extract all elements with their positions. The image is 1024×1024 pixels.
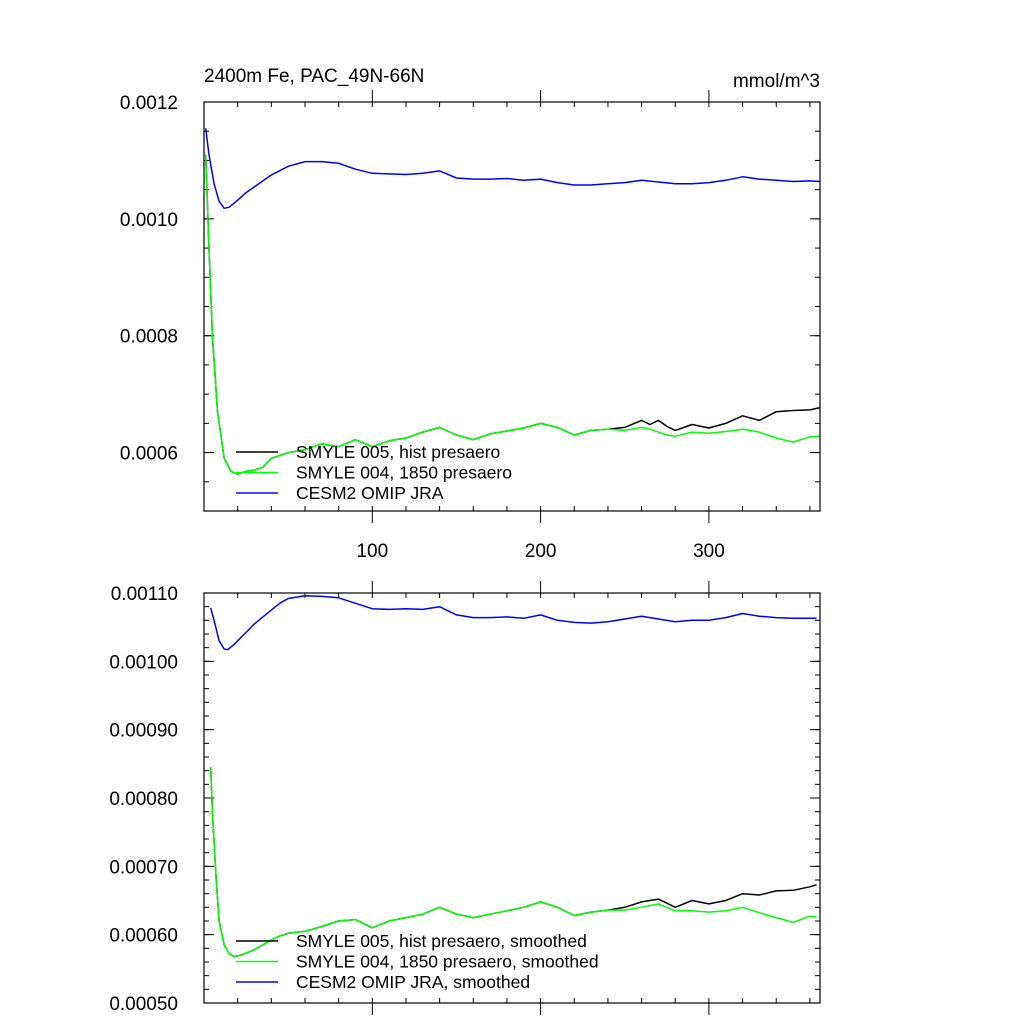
series-line-cesm2-omip-jra [204,128,821,210]
legend-label: SMYLE 005, hist presaero [296,442,500,462]
x-tick-label: 200 [525,541,557,562]
units-label: mmol/m^3 [733,71,820,92]
legend-label: CESM2 OMIP JRA [296,483,444,503]
y-tick-label: 0.00090 [109,721,178,742]
y-tick-label: 0.00100 [109,652,178,673]
chart-title: 2400m Fe, PAC_49N-66N [204,66,424,87]
plot-frame [203,101,821,512]
y-tick-label: 0.00070 [109,857,178,878]
legend-label: SMYLE 004, 1850 presaero [296,463,512,483]
legend-label: SMYLE 004, 1850 presaero, smoothed [296,952,599,972]
y-tick-label: 0.00080 [109,789,178,810]
legend: SMYLE 005, hist presaero, smoothedSMYLE … [236,931,599,992]
series-line-smyle-004-1850-presaero [204,154,821,475]
series-line-smyle-005-hist-presaero-smoothed [209,767,817,958]
top-panel: 0.0006 0.0008 0.0010 0.0012 100 200 300 2400m F… [120,66,821,562]
legend-label: CESM2 OMIP JRA, smoothed [296,972,530,992]
series-line-smyle-005-hist-presaero [204,154,821,475]
x-tick-label: 300 [693,541,725,562]
series-line-smyle-004-1850-presaero-smoothed [209,767,817,958]
y-tick-label: 0.0008 [120,327,178,348]
bottom-panel: 0.00050 0.00060 0.00070 0.00080 0.00090 0.001… [109,581,821,1015]
y-tick-label: 0.0006 [120,444,178,465]
y-tick-label: 0.00110 [111,584,178,605]
plot-frame [203,592,821,1004]
x-tick-label: 100 [356,541,388,562]
y-tick-label: 0.00050 [109,994,178,1015]
legend-label: SMYLE 005, hist presaero, smoothed [296,931,587,951]
y-tick-label: 0.00060 [109,926,178,947]
y-tick-label: 0.0010 [120,210,178,231]
y-tick-label: 0.0012 [120,93,178,114]
series-line-cesm2-omip-jra-smoothed [209,594,817,651]
